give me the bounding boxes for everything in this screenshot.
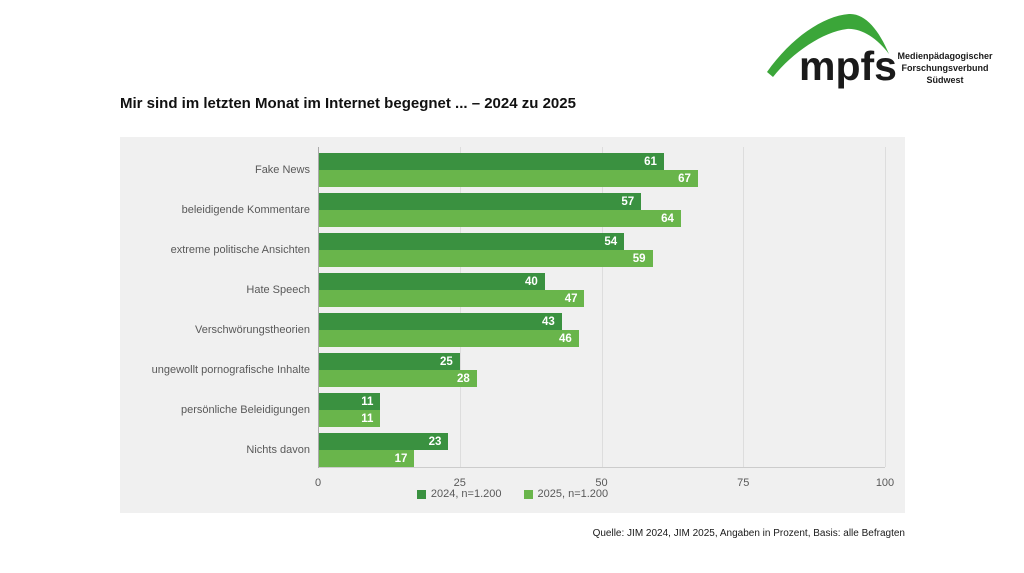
bar-value-label: 23 [428,435,442,448]
x-axis-line [318,467,885,468]
legend-swatch-icon [416,489,426,499]
chart-row: ungewollt pornografische Inhalte 25 28 [120,353,905,387]
chart-row: Hate Speech 40 47 [120,273,905,307]
bar-value-label: 17 [394,452,408,465]
category-label: persönliche Beleidigungen [180,403,310,416]
x-tick-label: 25 [453,477,466,489]
legend: 2024, n=1.200 2025, n=1.200 [120,487,905,501]
bar-value-label: 57 [621,195,635,208]
bar-value-label: 11 [361,395,374,408]
bar-value-label: 61 [644,155,657,168]
category-label: Verschwörungstheorien [195,323,310,336]
bar-value-label: 54 [604,235,618,248]
bar-value-label: 67 [678,172,691,185]
legend-label: 2024, n=1.200 [430,488,502,500]
gridline-25 [459,147,461,467]
logo-swoosh-icon [767,13,889,77]
bar-value-label: 59 [632,252,646,265]
bar-value-label: 46 [559,332,572,345]
bar-2025: 67 [318,170,698,187]
bar-2025: 28 [318,370,477,387]
bar-value-label: 43 [542,315,555,328]
category-label: Nichts davon [246,443,310,456]
logo-org-line: Forschungsverbund [901,63,989,73]
logo-org-text: Medienpädagogischer Forschungsverbund Sü… [893,50,997,86]
bar-value-label: 25 [439,355,453,368]
bar-value-label: 11 [361,412,374,425]
chart-row: Verschwörungstheorien 43 46 [120,313,905,347]
x-tick-label: 50 [595,477,608,489]
chart-title: Mir sind im letzten Monat im Internet be… [120,95,576,112]
bar-2024: 61 [318,153,664,170]
category-label: extreme politische Ansichten [170,243,310,256]
bar-2024: 11 [318,393,381,410]
legend-item: 2025, n=1.200 [523,488,609,500]
bar-2025: 59 [318,250,653,267]
legend-label: 2025, n=1.200 [537,488,609,500]
x-tick-label: 100 [875,477,895,489]
category-label: Hate Speech [246,283,310,296]
logo-org-line: Südwest [926,75,964,85]
logo-brand-text: mpfs [799,43,897,89]
bar-chart: 0 25 50 75 100 Fake News 61 67 beleidigende Komm… [120,137,905,513]
bar-2024: 57 [318,193,642,210]
chart-row: persönliche Beleidigungen 11 11 [120,393,905,427]
chart-row: Nichts davon 23 17 [120,433,905,467]
chart-row: extreme politische Ansichten 54 59 [120,233,905,267]
bar-2025: 17 [318,450,415,467]
legend-item: 2024, n=1.200 [416,488,502,500]
bar-2024: 54 [318,233,625,250]
y-axis-line [318,147,319,468]
bar-value-label: 28 [456,372,470,385]
x-tick-label: 0 [314,477,322,489]
chart-row: Fake News 61 67 [120,153,905,187]
gridline-50 [601,147,603,467]
bar-2024: 25 [318,353,460,370]
legend-swatch-icon [523,489,533,499]
bar-2025: 46 [318,330,579,347]
chart-row: beleidigende Kommentare 57 64 [120,193,905,227]
bar-value-label: 40 [525,275,538,288]
logo-org-line: Medienpädagogischer [897,51,993,61]
bar-value-label: 47 [564,292,578,305]
bar-2025: 47 [318,290,585,307]
bar-value-label: 64 [661,212,674,225]
bar-2024: 23 [318,433,449,450]
bar-2025: 64 [318,210,681,227]
gridline-100 [885,147,886,467]
bar-2024: 43 [318,313,562,330]
category-label: ungewollt pornografische Inhalte [151,363,310,376]
category-label: Fake News [254,163,310,176]
bar-2024: 40 [318,273,545,290]
category-label: beleidigende Kommentare [181,203,310,216]
mpfs-logo: mpfs Medienpädagogischer Forschungsverbu… [765,6,1000,98]
gridline-75 [743,147,745,467]
bar-2025: 11 [318,410,381,427]
x-tick-label: 75 [737,477,750,489]
source-note: Quelle: JIM 2024, JIM 2025, Angaben in P… [592,528,905,539]
